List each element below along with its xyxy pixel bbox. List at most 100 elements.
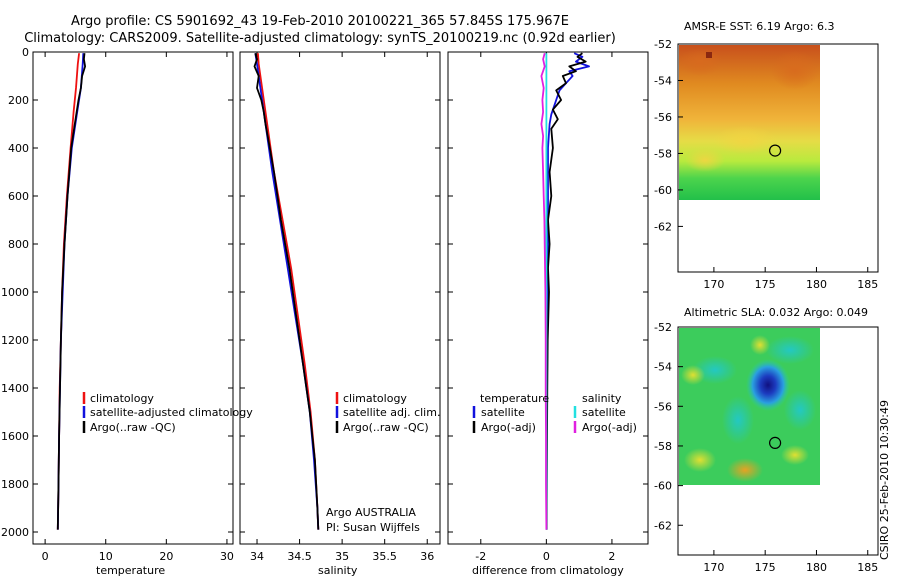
sst-cool-patch [685, 148, 725, 172]
argo-location-marker [768, 144, 782, 157]
legend-label-argo: Argo(..raw -QC) [343, 421, 429, 434]
salinity-axes-frame [239, 51, 441, 545]
y-tick-label: 600 [8, 190, 29, 203]
salinity-panel: 34 34.5 35 35.5 36 salinity climatology sate… [239, 51, 441, 577]
difference-axes-frame [447, 51, 649, 545]
sla-high-patch [781, 445, 809, 465]
x-tick-label: 34.5 [287, 550, 312, 563]
sst-cool-patch [713, 126, 777, 154]
legend-label-argo: Argo(..raw -QC) [90, 421, 176, 434]
series-line-argo-raw-qc- [56, 53, 86, 530]
y-tick-label: -62 [654, 519, 672, 532]
x-tick-label: 2 [608, 550, 615, 563]
y-tick-label: 1200 [1, 334, 29, 347]
series-line-temperature-satellite [545, 52, 590, 530]
x-tick-label: 34 [250, 550, 264, 563]
y-tick-label: 1400 [1, 382, 29, 395]
y-tick-label: 1000 [1, 286, 29, 299]
x-tick-label: 175 [755, 561, 776, 574]
x-tick-label: 185 [857, 278, 878, 291]
x-tick-label: 35 [335, 550, 349, 563]
y-tick-label: 200 [8, 94, 29, 107]
sla-high-patch [681, 365, 705, 385]
y-tick-label: -54 [654, 361, 672, 374]
legend-label-temp-satellite: satellite [481, 406, 525, 419]
legend-label-climatology: climatology [343, 392, 407, 405]
x-tick-label: 170 [703, 561, 724, 574]
difference-legend: temperature satellite Argo(-adj) salinit… [472, 392, 637, 434]
csiro-timestamp: CSIRO 25-Feb-2010 10:30:49 [878, 400, 891, 560]
y-tick-label: -54 [654, 74, 672, 87]
x-tick-label: 20 [159, 550, 173, 563]
x-tick-label: 35.5 [372, 550, 397, 563]
series-line-temperature-argo-adj- [545, 52, 587, 530]
y-tick-label: -58 [654, 440, 672, 453]
legend-label-satellite: satellite-adjusted climatology [90, 406, 253, 419]
y-tick-label: 1800 [1, 478, 29, 491]
sst-map-title: AMSR-E SST: 6.19 Argo: 6.3 [684, 20, 835, 33]
sst-warm-patch [771, 50, 819, 90]
plot-title-line-1: Argo profile: CS 5901692_43 19-Feb-2010 … [70, 14, 570, 29]
sla-high-patch [684, 448, 716, 472]
sla-map-title: Altimetric SLA: 0.032 Argo: 0.049 [684, 306, 868, 319]
x-tick-label: 10 [99, 550, 113, 563]
float-owner-annotation: Argo AUSTRALIA [326, 506, 416, 519]
series-line-climatology [257, 53, 320, 530]
x-tick-label: 180 [806, 561, 827, 574]
y-tick-label: 800 [8, 238, 29, 251]
sla-low-patch [784, 390, 816, 430]
y-tick-label: 1600 [1, 430, 29, 443]
x-tick-label: 0 [42, 550, 49, 563]
x-tick-label: 180 [806, 278, 827, 291]
sla-high-patch [727, 458, 763, 482]
series-line-salinity-argo-adj- [540, 52, 548, 530]
temperature-legend: climatology satellite-adjusted climatolo… [82, 392, 253, 434]
legend-label-satellite: satellite adj. clim. [343, 406, 440, 419]
sst-field [678, 45, 820, 200]
legend-header-temperature: temperature [480, 392, 549, 405]
y-tick-label: -62 [654, 220, 672, 233]
sst-warm-patch [678, 48, 722, 76]
sla-field [679, 328, 820, 485]
y-tick-label: -56 [654, 400, 672, 413]
legend-label-sal-argo: Argo(-adj) [582, 421, 637, 434]
series-line-argo-raw-qc- [253, 52, 320, 530]
difference-panel: -2 0 2 difference from climatology tempera… [447, 51, 649, 577]
y-tick-label: -56 [654, 111, 672, 124]
y-tick-label: -52 [654, 38, 672, 51]
difference-xlabel: difference from climatology [472, 564, 624, 577]
x-tick-label: 175 [755, 278, 776, 291]
plot-title-line-2: Climatology: CARS2009. Satellite-adjuste… [24, 31, 616, 46]
y-tick-label: 2000 [1, 526, 29, 539]
x-tick-label: 170 [703, 278, 724, 291]
legend-label-temp-argo: Argo(-adj) [481, 421, 536, 434]
x-tick-label: 0 [543, 550, 550, 563]
salinity-legend: climatology satellite adj. clim. Argo(..… [335, 392, 440, 434]
x-tick-label: 30 [220, 550, 234, 563]
y-tick-label: -52 [654, 321, 672, 334]
legend-label-climatology: climatology [90, 392, 154, 405]
sla-low-patch [766, 336, 814, 364]
temperature-axes-frame [32, 51, 234, 545]
sla-high-patch [750, 335, 770, 355]
y-tick-label: -58 [654, 147, 672, 160]
sst-map-panel: AMSR-E SST: 6.19 Argo: 6.3 170 175 180 185 -… [654, 20, 879, 291]
temperature-panel: 0 10 20 30 0 200 400 600 800 1000 1200 1400 1600 1800… [1, 46, 253, 577]
y-tick-label: -60 [654, 184, 672, 197]
y-tick-label: 0 [22, 46, 29, 59]
sla-map-panel: Altimetric SLA: 0.032 Argo: 0.049 170 175… [654, 306, 879, 574]
sst-hotspot [706, 52, 712, 58]
temperature-xlabel: temperature [96, 564, 165, 577]
salinity-xlabel: salinity [318, 564, 358, 577]
y-tick-label: 400 [8, 142, 29, 155]
argo-location-marker [768, 436, 782, 449]
legend-label-sal-satellite: satellite [582, 406, 626, 419]
legend-header-salinity: salinity [582, 392, 622, 405]
y-tick-label: -60 [654, 480, 672, 493]
x-tick-label: 185 [857, 561, 878, 574]
sla-cold-eddy [746, 359, 790, 411]
sla-low-patch [722, 396, 754, 444]
x-tick-label: -2 [475, 550, 486, 563]
pi-annotation: PI: Susan Wijffels [326, 521, 420, 534]
